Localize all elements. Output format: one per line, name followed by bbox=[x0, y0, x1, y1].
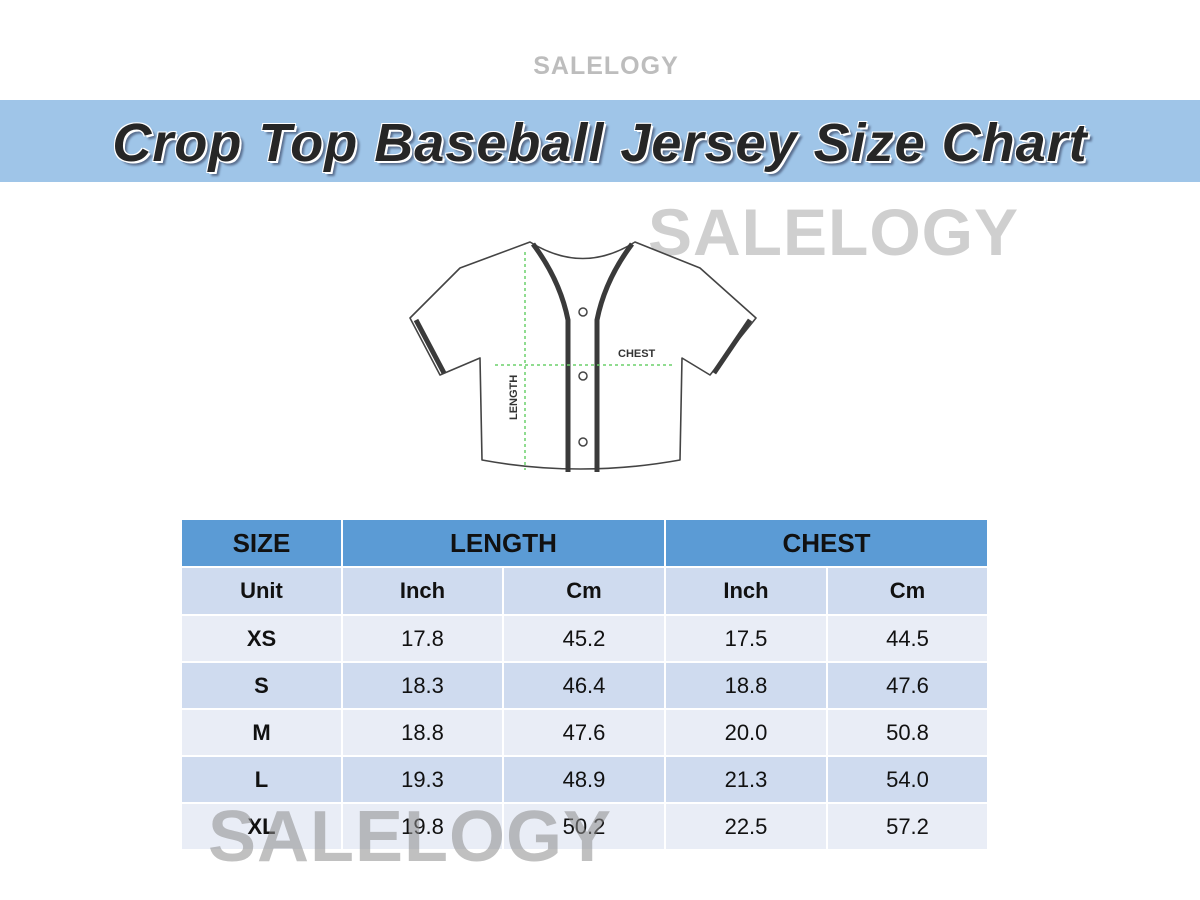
table-row: Unit Inch Cm Inch Cm bbox=[180, 566, 989, 616]
unit-cell: Inch bbox=[341, 566, 504, 616]
value-cell: 46.4 bbox=[502, 661, 666, 710]
unit-cell: Cm bbox=[502, 566, 666, 616]
value-cell: 47.6 bbox=[502, 708, 666, 757]
value-cell: 17.8 bbox=[341, 614, 504, 663]
value-cell: 50.8 bbox=[826, 708, 989, 757]
value-cell: 18.8 bbox=[341, 708, 504, 757]
size-cell: S bbox=[180, 661, 343, 710]
unit-cell: Inch bbox=[664, 566, 828, 616]
table-row: S 18.3 46.4 18.8 47.6 bbox=[180, 661, 989, 710]
title-banner bbox=[0, 100, 1200, 182]
unit-cell: Unit bbox=[180, 566, 343, 616]
size-table: SIZE LENGTH CHEST Unit Inch Cm Inch Cm XS 17.8 45.… bbox=[180, 518, 989, 851]
size-cell: M bbox=[180, 708, 343, 757]
watermark: SALELOGY bbox=[648, 195, 1020, 269]
value-cell: 50.2 bbox=[502, 802, 666, 851]
value-cell: 54.0 bbox=[826, 755, 989, 804]
value-cell: 57.2 bbox=[826, 802, 989, 851]
length-label: LENGTH bbox=[508, 375, 520, 420]
size-cell: XS bbox=[180, 614, 343, 663]
value-cell: 45.2 bbox=[502, 614, 666, 663]
header-cell: SIZE bbox=[180, 518, 343, 568]
watermark: SALELOGY bbox=[533, 52, 679, 80]
unit-cell: Cm bbox=[826, 566, 989, 616]
table-row: XS 17.8 45.2 17.5 44.5 bbox=[180, 614, 989, 663]
watermark: SALELOGY bbox=[208, 797, 613, 877]
page-title: Crop Top Baseball Jersey Size Chart bbox=[112, 113, 1088, 173]
table-row: L 19.3 48.9 21.3 54.0 bbox=[180, 755, 989, 804]
table-row: M 18.8 47.6 20.0 50.8 bbox=[180, 708, 989, 757]
value-cell: 47.6 bbox=[826, 661, 989, 710]
table-row: XL 19.8 50.2 22.5 57.2 bbox=[180, 802, 989, 851]
jersey-diagram: CHEST LENGTH bbox=[409, 241, 757, 472]
size-cell: L bbox=[180, 755, 343, 804]
header-cell: CHEST bbox=[664, 518, 989, 568]
value-cell: 19.8 bbox=[341, 802, 504, 851]
value-cell: 18.3 bbox=[341, 661, 504, 710]
value-cell: 22.5 bbox=[664, 802, 828, 851]
value-cell: 17.5 bbox=[664, 614, 828, 663]
value-cell: 18.8 bbox=[664, 661, 828, 710]
table-row: SIZE LENGTH CHEST bbox=[180, 518, 989, 568]
value-cell: 20.0 bbox=[664, 708, 828, 757]
value-cell: 44.5 bbox=[826, 614, 989, 663]
value-cell: 48.9 bbox=[502, 755, 666, 804]
size-cell: XL bbox=[180, 802, 343, 851]
header-cell: LENGTH bbox=[341, 518, 666, 568]
value-cell: 21.3 bbox=[664, 755, 828, 804]
chest-label: CHEST bbox=[618, 348, 656, 360]
value-cell: 19.3 bbox=[341, 755, 504, 804]
